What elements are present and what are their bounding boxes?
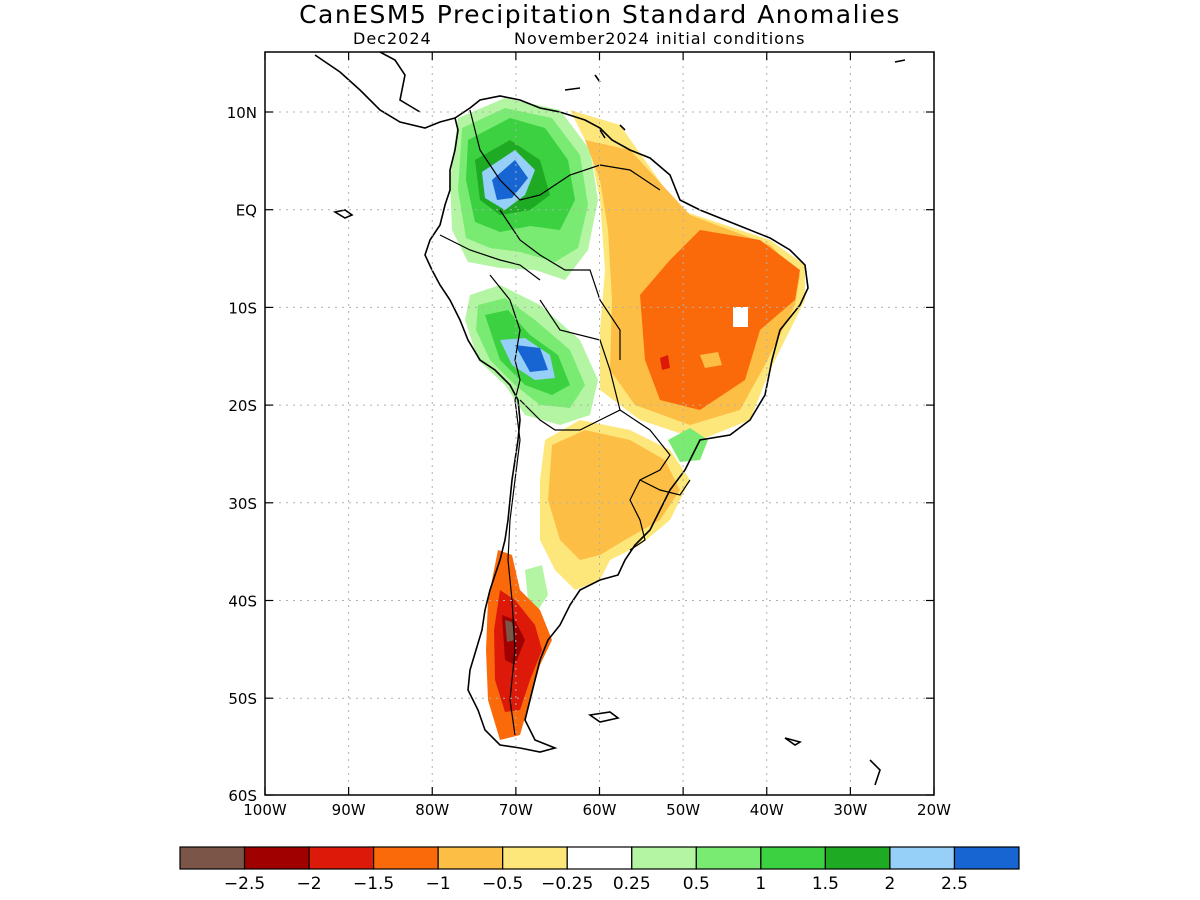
- country-borders: [439, 109, 691, 736]
- initial-conditions: November2024 initial conditions: [514, 29, 806, 48]
- colorbar-swatch: [695, 846, 762, 870]
- colorbar-swatch: [373, 846, 439, 870]
- wet-region-se-brazil: [668, 428, 708, 462]
- lat-label: 40S: [228, 593, 257, 611]
- lat-label: EQ: [236, 202, 257, 220]
- dry-region-argentina-inner: [548, 430, 680, 560]
- colorbar: [179, 846, 1020, 870]
- colorbar-swatch: [631, 846, 697, 870]
- colorbar-label: 0.5: [683, 874, 710, 894]
- central-america-coast: [314, 52, 456, 129]
- lon-label: 40W: [750, 801, 784, 819]
- falklands: [587, 711, 620, 723]
- colorbar-label: 0.25: [613, 874, 651, 894]
- atlantic-islands: [869, 59, 906, 786]
- colorbar-label: −1: [426, 874, 451, 894]
- colorbar-swatch: [566, 846, 633, 870]
- coastline: [314, 52, 906, 786]
- colorbar-swatch: [889, 846, 956, 870]
- colorbar-swatch: [953, 846, 1020, 870]
- colorbar-swatch: [824, 846, 891, 870]
- wet-region-patagonia: [525, 565, 548, 610]
- lat-label: 20S: [228, 397, 257, 415]
- colorbar-label: −0.5: [482, 874, 523, 894]
- colorbar-swatch: [179, 846, 246, 870]
- colorbar-label: 1: [755, 874, 766, 894]
- lat-label: 60S: [228, 787, 257, 805]
- colorbar-label: 2: [885, 874, 896, 894]
- colorbar-swatch: [243, 846, 310, 870]
- lat-label: 10N: [227, 104, 257, 122]
- dry-region-brazil-gap: [733, 307, 748, 327]
- colorbar-label: 1.5: [812, 874, 839, 894]
- lon-label: 60W: [583, 801, 617, 819]
- dry-region-brazil-core: [640, 230, 800, 410]
- lon-label: 90W: [332, 801, 366, 819]
- colorbar-swatch: [308, 846, 375, 870]
- lon-label: 20W: [917, 801, 951, 819]
- lon-label: 100W: [243, 801, 287, 819]
- lon-label: 30W: [833, 801, 867, 819]
- colorbar-label: −0.25: [541, 874, 593, 894]
- colorbar-labels: −2.5 −2 −1.5 −1 −0.5 −0.25 0.25 0.5 1 1.5 2 2.5: [224, 874, 968, 894]
- lon-label: 50W: [666, 801, 700, 819]
- dry-region-brazil-spot: [660, 355, 670, 370]
- galapagos: [332, 209, 354, 219]
- dry-region-patagonia-peak: [505, 620, 515, 642]
- dry-region-brazil-lighter: [700, 352, 722, 368]
- lon-label: 80W: [415, 801, 449, 819]
- map-grid: [265, 52, 934, 795]
- lon-label: 70W: [499, 801, 533, 819]
- lat-label: 30S: [228, 495, 257, 513]
- latitude-labels: 10N EQ 10S 20S 30S 40S 50S 60S: [227, 104, 257, 805]
- lat-label: 10S: [228, 299, 257, 317]
- anomaly-shading: [450, 98, 805, 740]
- caribbean-islands: [564, 74, 626, 139]
- colorbar-label: −2.5: [224, 874, 265, 894]
- colorbar-label: −1.5: [353, 874, 394, 894]
- colorbar-label: −2: [297, 874, 322, 894]
- south-georgia: [784, 737, 803, 746]
- axis-ticks: [264, 52, 935, 796]
- lat-label: 50S: [228, 690, 257, 708]
- colorbar-swatch: [437, 846, 504, 870]
- longitude-labels: 100W 90W 80W 70W 60W 50W 40W 30W 20W: [243, 801, 951, 819]
- forecast-month: Dec2024: [353, 29, 432, 48]
- colorbar-swatch: [502, 846, 568, 870]
- wet-region-colombia-extreme: [492, 160, 528, 200]
- chart-title: CanESM5 Precipitation Standard Anomalies: [299, 0, 901, 29]
- colorbar-label: 2.5: [941, 874, 968, 894]
- wet-region-bolivia-extreme: [515, 345, 548, 372]
- south-america-coast: [424, 95, 809, 753]
- colorbar-swatch: [760, 846, 826, 870]
